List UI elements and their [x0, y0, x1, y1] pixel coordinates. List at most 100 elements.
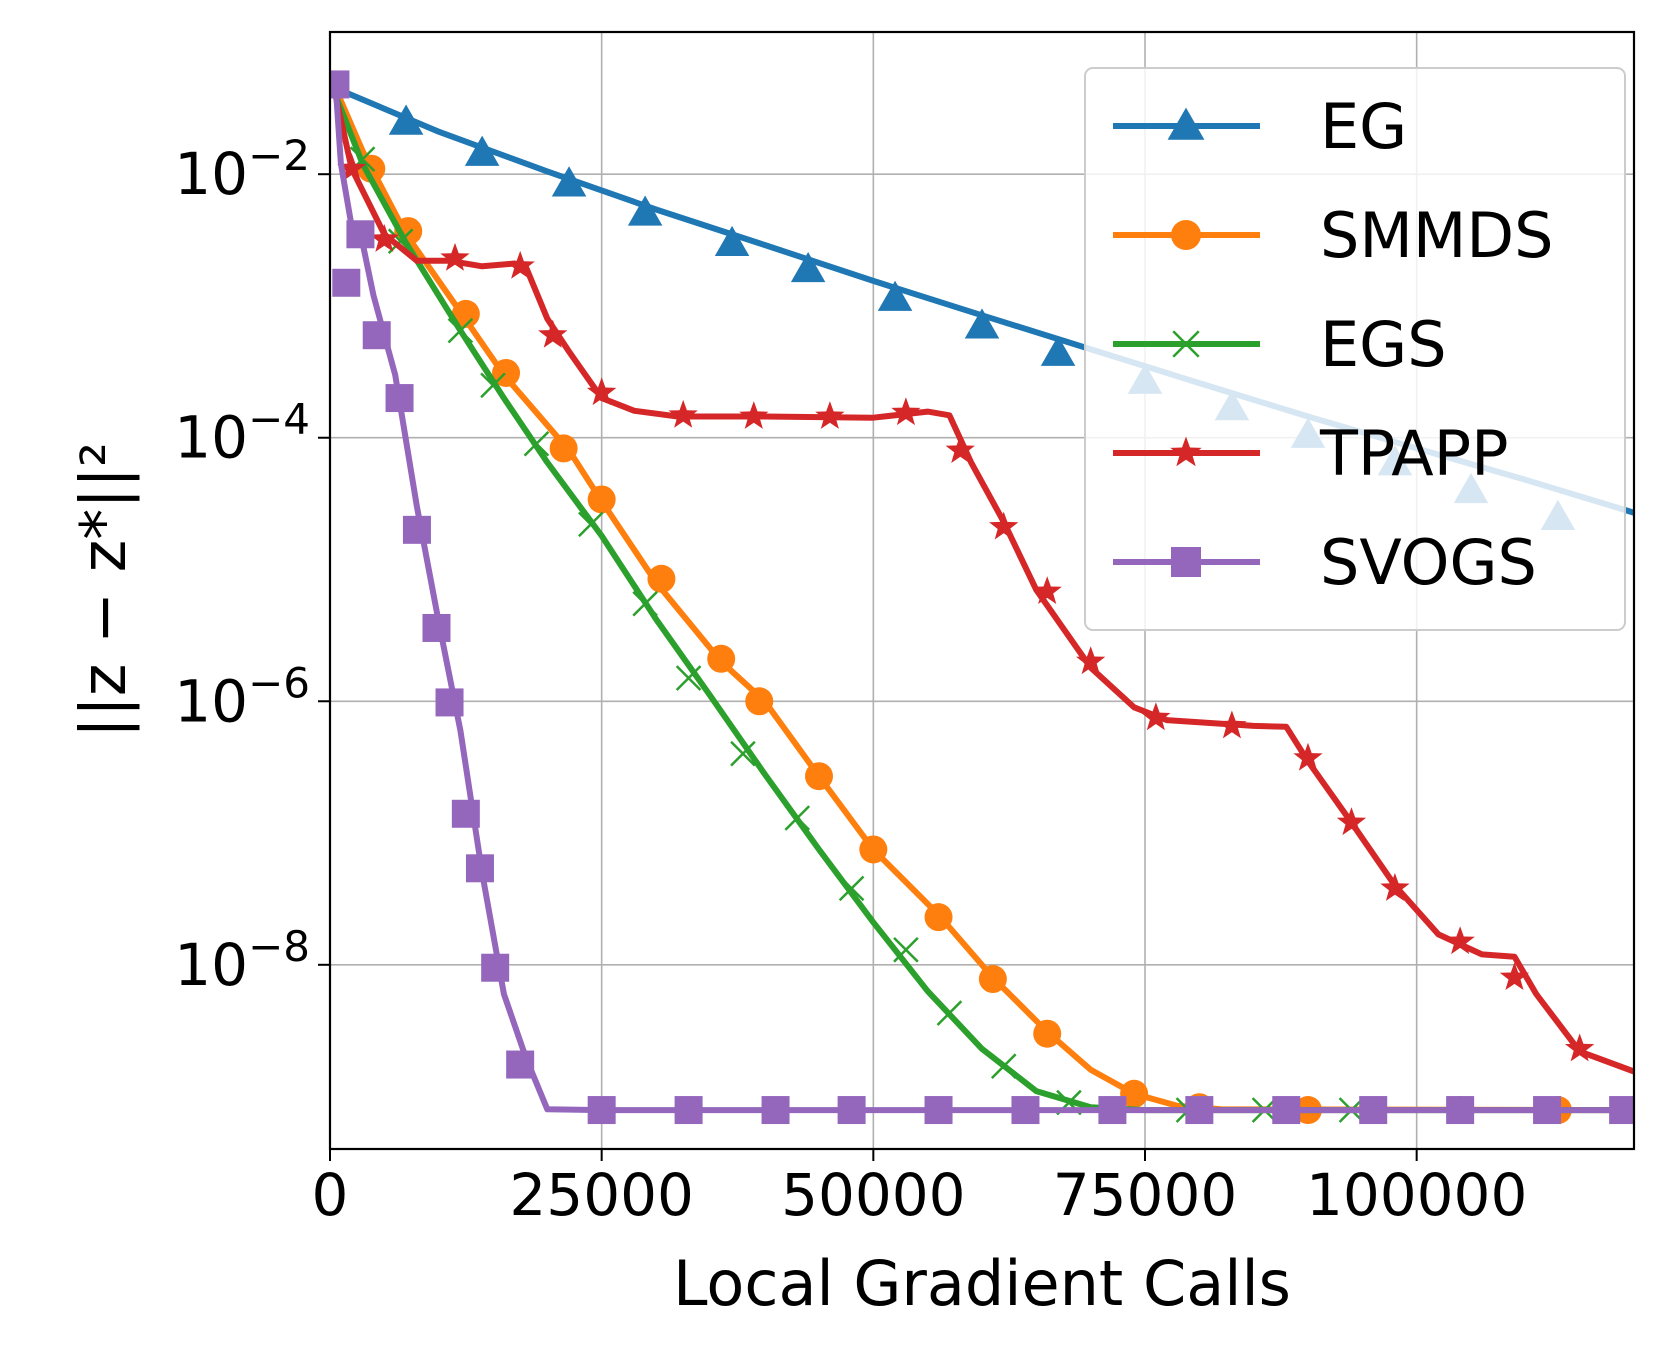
data-point	[1033, 1019, 1062, 1048]
legend-marker-icon	[1171, 547, 1201, 577]
data-point	[1120, 1079, 1149, 1108]
data-point	[805, 762, 833, 791]
data-point	[465, 854, 494, 883]
y-axis-label: ||z − z*||²	[67, 442, 141, 738]
data-point	[990, 1053, 1017, 1079]
data-point	[1533, 1096, 1562, 1125]
data-point	[674, 1096, 703, 1125]
data-point	[369, 224, 399, 252]
data-point	[538, 319, 568, 348]
y-tick-label: 10−2	[174, 131, 310, 208]
data-point	[422, 613, 451, 642]
legend-item-egs: EGS	[1113, 308, 1447, 381]
data-point	[1141, 702, 1171, 731]
data-point	[578, 511, 604, 538]
data-point	[745, 687, 774, 716]
data-point	[815, 401, 845, 429]
data-point	[964, 308, 1000, 339]
y-tick-label: 10−8	[174, 922, 310, 999]
legend-marker-icon	[1171, 220, 1201, 250]
data-point	[1272, 1096, 1301, 1125]
data-point	[362, 321, 391, 350]
data-point	[464, 135, 500, 166]
data-point	[978, 965, 1007, 994]
data-point	[1446, 1096, 1475, 1125]
data-point	[440, 242, 470, 271]
legend-item-svogs: SVOGS	[1113, 526, 1537, 599]
data-point	[1076, 646, 1106, 675]
data-point	[388, 104, 424, 135]
data-point	[675, 665, 702, 691]
data-point	[838, 875, 865, 902]
plot-frame	[328, 30, 1636, 1151]
legend-marker-icon	[1170, 436, 1202, 467]
data-point	[877, 280, 913, 311]
y-tick-base: 10	[174, 931, 248, 999]
data-point	[627, 195, 663, 226]
y-tick-exponent: −6	[248, 658, 310, 707]
data-point	[587, 485, 616, 514]
data-point	[1098, 1096, 1127, 1125]
series-egs	[332, 91, 1634, 1123]
y-tick-base: 10	[174, 140, 248, 208]
legend-box	[1084, 67, 1626, 631]
data-point	[481, 953, 510, 982]
x-tick-label: 50000	[781, 1161, 966, 1229]
data-point	[730, 740, 756, 767]
y-tick-base: 10	[174, 667, 248, 735]
data-point	[632, 590, 658, 617]
data-point	[451, 799, 480, 828]
legend-label: EGS	[1320, 308, 1447, 381]
data-point	[447, 317, 474, 344]
data-point	[505, 250, 535, 279]
data-point	[1040, 335, 1076, 366]
data-point	[435, 688, 464, 717]
data-point	[1185, 1096, 1214, 1125]
legend-item-tpapp: TPAPP	[1113, 417, 1508, 490]
data-point	[784, 805, 811, 831]
x-tick-label: 0	[312, 1161, 349, 1229]
data-point	[1565, 1033, 1595, 1062]
data-point	[1011, 1096, 1040, 1125]
legend-label: EG	[1320, 90, 1407, 163]
data-point	[707, 644, 736, 673]
x-tick-label: 100000	[1306, 1161, 1527, 1229]
data-point	[1336, 807, 1367, 836]
legend-item-smmds: SMMDS	[1113, 199, 1553, 272]
data-point	[936, 1000, 963, 1026]
data-point	[506, 1050, 535, 1079]
legend: EG SMMDS EGS TPAPP SVOGS	[1084, 67, 1626, 631]
data-point	[1609, 1096, 1634, 1125]
data-point	[924, 1096, 953, 1125]
data-point	[989, 511, 1019, 540]
data-point	[523, 430, 550, 457]
data-point	[1359, 1096, 1388, 1125]
data-point	[837, 1096, 866, 1125]
legend-label: TPAPP	[1319, 417, 1508, 490]
data-point	[739, 401, 769, 429]
y-tick-exponent: −2	[248, 131, 310, 180]
data-point	[1032, 576, 1062, 604]
y-tick-base: 10	[174, 404, 248, 472]
y-tick-exponent: −8	[248, 922, 310, 971]
series-svogs	[330, 70, 1634, 1125]
data-point	[924, 903, 953, 932]
data-point	[387, 228, 414, 255]
data-point	[891, 397, 921, 426]
data-point	[480, 372, 506, 399]
series-line-egs	[332, 91, 1634, 1114]
legend-item-eg: EG	[1113, 90, 1407, 163]
legend-marker-icon	[1167, 107, 1205, 140]
data-point	[332, 268, 361, 297]
data-point	[587, 377, 617, 406]
legend-label: SMMDS	[1320, 199, 1553, 272]
legend-marker-icon	[1172, 330, 1200, 358]
data-point	[790, 251, 826, 283]
data-point	[551, 166, 587, 197]
y-tick-exponent: −4	[248, 395, 310, 444]
x-tick-label: 25000	[509, 1161, 694, 1229]
x-tick-label: 75000	[1053, 1161, 1238, 1229]
data-point	[647, 564, 676, 593]
